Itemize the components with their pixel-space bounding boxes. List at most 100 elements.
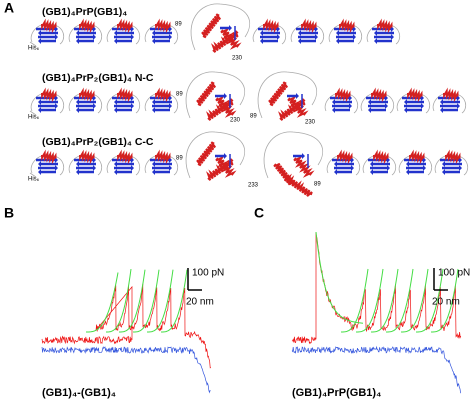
plabel: A [4,0,14,16]
helix [196,81,216,107]
helix [196,141,216,167]
beta-strand [152,165,172,171]
beta-strand [370,169,388,175]
wlc-fit [416,268,444,333]
beta-strand [76,99,96,105]
helix [41,18,57,34]
sb: 100 pN [192,268,224,279]
beta-strand [404,99,424,105]
res: 89 [176,156,183,162]
beta-strand [114,34,134,40]
beta-strand [298,34,318,40]
tlabel: (GB1)₄-(GB1)₄ [42,387,116,399]
wlc-fit [133,269,160,333]
helix [287,95,309,118]
helix [41,87,57,103]
beta-strand [38,34,58,40]
beta-strand [406,169,424,175]
res: 230 [305,120,316,126]
wlc-fit [431,268,459,333]
res: 89 [176,92,183,98]
linker [29,110,37,116]
sb: 100 pN [438,268,470,279]
beta-strand [38,169,56,175]
helix [201,13,221,39]
cname: (GB1)₄PrP₂(GB1)₄ C-C [42,136,154,148]
beta-strand [374,38,392,44]
beta-strand [298,30,318,36]
beta-strand [334,165,354,171]
helix [301,18,317,34]
helix [79,87,95,103]
beta-strand [114,99,134,105]
res: His₆ [28,46,40,52]
beta-strand [440,107,458,113]
beta-strand [76,38,94,44]
beta-strand [406,161,426,167]
helix [263,18,279,34]
cname: (GB1)₄PrP₂(GB1)₄ N-C [42,72,154,84]
res: 89 [250,114,257,120]
beta-strand [114,107,132,113]
helix [293,155,315,178]
wlc-fit [106,269,132,333]
beta-strand [152,34,172,40]
beta-strand [38,30,58,36]
helix [155,87,171,103]
beta-strand [442,169,460,175]
beta-strand [220,25,232,31]
beta-strand [406,165,426,171]
beta-strand [404,103,424,109]
beta-strand [152,161,172,167]
beta-strand [334,161,354,167]
beta-strand [38,165,58,171]
beta-strand [76,165,96,171]
helix [371,87,387,103]
plabel: C [254,205,264,221]
beta-strand [442,165,462,171]
wlc-fit [119,269,146,333]
red-trace [41,283,211,369]
beta-strand [114,161,134,167]
helix [117,149,133,165]
beta-strand [114,30,134,36]
res: 233 [248,183,259,189]
beta-strand [298,38,316,44]
beta-strand [38,107,56,113]
beta-strand [215,93,227,99]
helix [409,149,425,165]
loop [185,71,246,119]
beta-strand [38,38,56,44]
blue-trace [291,345,461,394]
helix [79,149,95,165]
tlabel: (GB1)₄PrP(GB1)₄ [292,387,381,399]
beta-strand [336,30,356,36]
res: 230 [232,56,243,62]
helix [283,173,313,197]
sb: 20 nm [186,297,214,308]
beta-strand [368,103,388,109]
helix [373,149,389,165]
beta-strand [114,103,134,109]
wlc-fit [161,269,188,333]
beta-strand [114,38,132,44]
beta-strand [404,107,422,113]
beta-strand [287,93,299,99]
beta-strand [114,169,132,175]
wlc-fit [371,268,399,333]
helix [155,18,171,34]
beta-strand [76,107,94,113]
beta-strand [76,161,96,167]
beta-strand [334,169,352,175]
helix [155,149,171,165]
helix [79,18,95,34]
loop [190,3,251,51]
linker [29,41,37,47]
beta-strand [152,99,172,105]
res: 89 [175,22,182,28]
beta-strand [374,30,394,36]
helix [215,155,237,178]
helix [445,149,461,165]
helix [41,149,57,165]
helix [443,87,459,103]
